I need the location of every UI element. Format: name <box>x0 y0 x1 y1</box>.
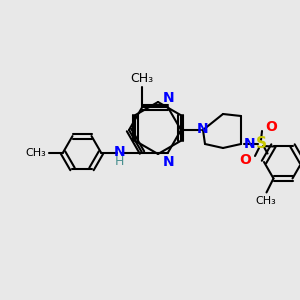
Text: CH₃: CH₃ <box>255 196 276 206</box>
Text: N: N <box>163 92 175 106</box>
Text: O: O <box>239 153 251 167</box>
Text: N: N <box>197 122 209 136</box>
Text: N: N <box>244 137 256 151</box>
Text: N: N <box>114 145 126 158</box>
Text: O: O <box>265 120 277 134</box>
Text: H: H <box>114 155 124 168</box>
Text: CH₃: CH₃ <box>25 148 46 158</box>
Text: N: N <box>163 154 175 169</box>
Text: CH₃: CH₃ <box>130 73 154 85</box>
Text: S: S <box>256 136 266 152</box>
